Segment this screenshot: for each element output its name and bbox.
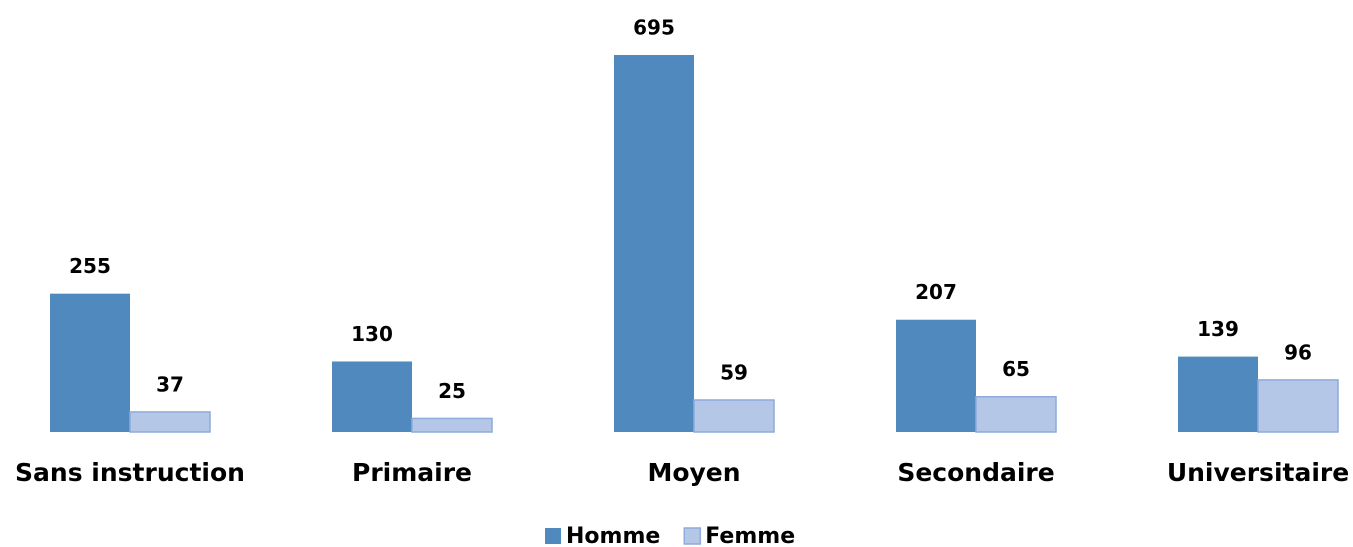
- data-label: 695: [633, 16, 675, 40]
- bar: [614, 55, 694, 432]
- data-label: 255: [69, 254, 111, 278]
- bar: [693, 399, 775, 433]
- x-tick-label: Secondaire: [897, 458, 1054, 487]
- legend-swatch: [545, 528, 561, 544]
- bar: [975, 395, 1057, 433]
- bar: [50, 293, 130, 432]
- bar: [1257, 379, 1339, 433]
- data-label: 65: [1002, 357, 1030, 381]
- legend-label: Femme: [705, 524, 795, 547]
- bar: [411, 417, 493, 433]
- x-tick-label: Primaire: [352, 458, 472, 487]
- data-label: 96: [1284, 340, 1312, 364]
- bar: [332, 361, 412, 432]
- x-tick-label: Universitaire: [1167, 458, 1349, 487]
- data-label: 59: [720, 360, 748, 384]
- legend-label: Homme: [566, 524, 660, 547]
- data-label: 130: [351, 322, 393, 346]
- bar: [1178, 356, 1258, 432]
- x-tick-label: Moyen: [647, 458, 740, 487]
- data-label: 37: [156, 372, 184, 396]
- bar: [896, 319, 976, 432]
- data-label: 139: [1197, 317, 1239, 341]
- legend-swatch: [683, 527, 702, 545]
- x-tick-label: Sans instruction: [15, 458, 245, 487]
- data-label: 207: [915, 280, 957, 304]
- bar: [129, 411, 211, 433]
- data-label: 25: [438, 379, 466, 403]
